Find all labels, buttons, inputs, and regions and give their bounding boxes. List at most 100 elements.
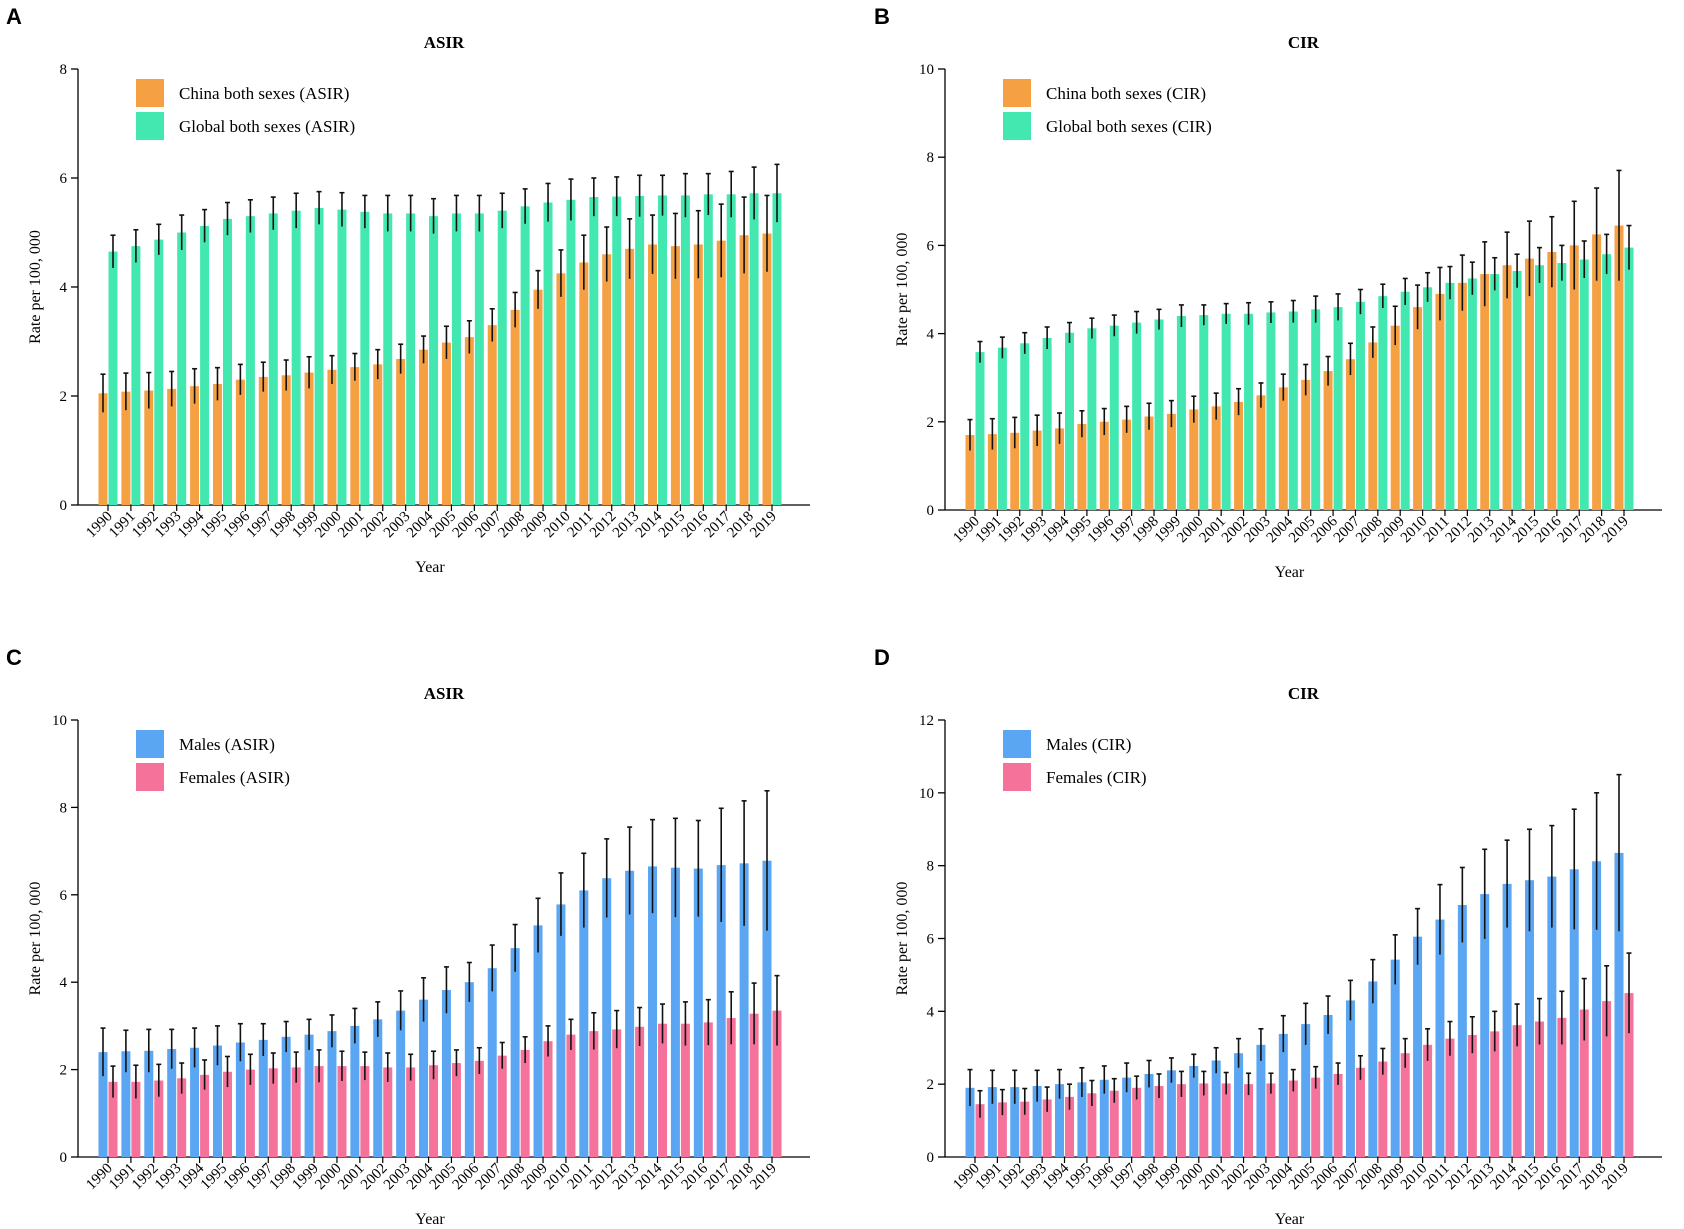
bar-series-2 — [1199, 315, 1209, 510]
bar-series-2 — [108, 251, 118, 505]
bar-series-2 — [1288, 311, 1298, 510]
bar-series-2 — [1378, 1061, 1388, 1157]
bar-series-2 — [1154, 319, 1164, 510]
bar-series-2 — [131, 246, 141, 505]
y-tick-label: 8 — [60, 62, 68, 78]
bar-series-2 — [1333, 1073, 1343, 1157]
bar-series-2 — [1467, 1035, 1477, 1157]
bar-series-1 — [98, 1052, 108, 1157]
x-tick-label: 2019 — [1599, 1161, 1632, 1194]
y-tick-label: 2 — [60, 389, 68, 405]
bar-series-2 — [1378, 296, 1388, 510]
y-tick-label: 12 — [919, 713, 934, 729]
bar-series-1 — [1256, 1044, 1266, 1157]
bar-series-1 — [1055, 428, 1065, 510]
bar-series-1 — [762, 860, 772, 1157]
bar-series-1 — [327, 369, 337, 505]
bar-series-1 — [396, 1010, 406, 1157]
bar-series-1 — [648, 244, 658, 506]
bar-series-1 — [235, 379, 245, 505]
bar-series-2 — [680, 195, 690, 505]
bar-series-2 — [291, 210, 301, 505]
bar-series-1 — [1457, 282, 1467, 510]
bar-series-2 — [520, 206, 530, 505]
bar-series-1 — [965, 435, 975, 510]
bar-series-1 — [441, 990, 451, 1157]
bar-series-2 — [200, 225, 210, 505]
chart-title: ASIR — [424, 33, 465, 52]
bar-series-2 — [1020, 343, 1030, 510]
y-tick-label: 6 — [60, 171, 68, 187]
bar-series-1 — [258, 1039, 268, 1157]
bar-series-2 — [566, 199, 576, 506]
y-tick-label: 8 — [927, 150, 935, 166]
bar-series-2 — [383, 1067, 393, 1157]
bar-series-2 — [1109, 1090, 1119, 1157]
bar-series-1 — [1234, 1053, 1244, 1157]
bar-series-1 — [1502, 265, 1512, 510]
bar-series-1 — [1032, 1085, 1042, 1157]
bar-series-2 — [1042, 338, 1052, 510]
bar-series-1 — [1301, 1024, 1311, 1157]
y-tick-label: 2 — [60, 1063, 68, 1079]
bar-series-1 — [212, 384, 222, 505]
bar-series-1 — [1032, 430, 1042, 510]
x-tick-label: 2019 — [747, 509, 780, 542]
bar-series-2 — [589, 197, 599, 505]
bar-series-2 — [497, 210, 507, 505]
bar-series-1 — [987, 1087, 997, 1157]
bar-series-2 — [154, 239, 164, 505]
y-tick-label: 0 — [60, 498, 68, 514]
bar-series-2 — [337, 1066, 347, 1157]
bar-series-2 — [1266, 312, 1276, 510]
bar-series-2 — [680, 1023, 690, 1157]
y-tick-label: 6 — [927, 238, 935, 254]
y-tick-label: 2 — [927, 415, 935, 431]
bar-series-2 — [1579, 1009, 1589, 1157]
legend-label: Males (ASIR) — [179, 735, 275, 754]
bar-series-2 — [1244, 1084, 1254, 1157]
legend-label: Females (CIR) — [1046, 768, 1147, 787]
bar-series-2 — [108, 1081, 118, 1157]
y-axis-label: Rate per 100, 000 — [894, 882, 911, 996]
bar-series-2 — [1311, 309, 1321, 510]
bar-series-1 — [1211, 406, 1221, 510]
bar-series-2 — [1602, 254, 1612, 510]
bar-series-2 — [177, 232, 187, 505]
bar-series-2 — [451, 213, 461, 506]
chart-title: ASIR — [424, 684, 465, 703]
bar-series-1 — [1547, 252, 1557, 510]
bar-series-1 — [762, 233, 772, 505]
bar-series-1 — [693, 868, 703, 1157]
x-axis-label: Year — [415, 1211, 445, 1228]
bar-series-1 — [190, 1047, 200, 1157]
y-axis-label: Rate per 100, 000 — [27, 230, 44, 344]
bar-series-1 — [1413, 936, 1423, 1157]
bar-series-1 — [1592, 861, 1602, 1157]
bar-series-2 — [1557, 263, 1567, 510]
bar-series-1 — [1256, 395, 1266, 510]
bar-series-1 — [739, 863, 749, 1157]
bar-series-2 — [1423, 1044, 1433, 1157]
bar-series-1 — [350, 367, 360, 505]
bar-series-2 — [1512, 1025, 1522, 1157]
panel-letter: B — [874, 4, 890, 29]
bar-series-2 — [997, 1102, 1007, 1157]
bar-series-2 — [520, 1049, 530, 1157]
bar-series-2 — [658, 195, 668, 505]
bar-series-2 — [749, 193, 759, 505]
bar-series-1 — [1323, 371, 1333, 510]
bar-series-1 — [1390, 959, 1400, 1157]
bar-series-2 — [268, 1068, 278, 1157]
bar-series-2 — [154, 1080, 164, 1157]
bar-series-2 — [772, 193, 782, 505]
bar-series-1 — [1189, 409, 1199, 510]
bar-series-2 — [975, 1104, 985, 1157]
x-tick-label: 2019 — [1599, 514, 1632, 547]
bar-series-2 — [1579, 259, 1589, 510]
y-tick-label: 6 — [60, 888, 68, 904]
chart-title: CIR — [1288, 684, 1320, 703]
bar-series-2 — [1355, 301, 1365, 510]
